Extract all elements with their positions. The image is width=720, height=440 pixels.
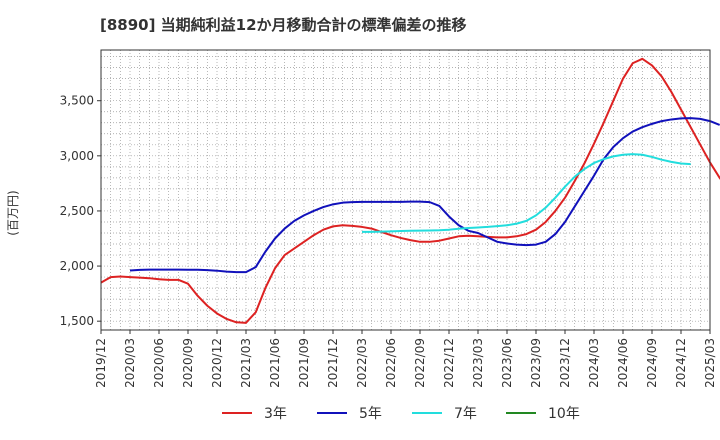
- x-tick-label: 2022/12: [442, 338, 456, 388]
- y-tick-label: 2,000: [60, 259, 94, 273]
- legend: 3年 5年 7年 10年: [222, 406, 580, 422]
- grid: [101, 50, 710, 330]
- x-tick-label: 2021/09: [297, 338, 311, 388]
- x-tick-label: 2024/03: [587, 338, 601, 388]
- x-tick-label: 2023/12: [558, 338, 572, 388]
- x-tick-label: 2020/06: [152, 338, 166, 388]
- x-tick-label: 2022/09: [413, 338, 427, 388]
- x-tick-label: 2023/06: [500, 338, 514, 388]
- y-tick-label: 2,500: [60, 204, 94, 218]
- x-tick-label: 2021/06: [268, 338, 282, 388]
- plot-frame: [100, 49, 711, 331]
- x-tick-label: 2021/12: [326, 338, 340, 388]
- series-line-1: [100, 57, 720, 324]
- y-tick-label: 1,500: [60, 314, 94, 328]
- legend-label-3: 7年: [454, 406, 477, 422]
- series-line-2: [129, 117, 720, 274]
- legend-label-4: 10年: [548, 406, 580, 422]
- y-axis-ticks: 1,500 2,000 2,500 3,000 3,500: [60, 94, 101, 328]
- x-tick-label: 2020/09: [181, 338, 195, 388]
- x-tick-label: 2022/03: [355, 338, 369, 388]
- x-tick-label: 2024/09: [645, 338, 659, 388]
- legend-label-1: 3年: [264, 406, 287, 422]
- series-line-3: [362, 153, 691, 233]
- series-layer: [100, 57, 720, 324]
- legend-label-2: 5年: [359, 406, 382, 422]
- x-tick-label: 2020/12: [210, 338, 224, 388]
- x-tick-label: 2025/03: [703, 338, 717, 388]
- x-tick-label: 2020/03: [123, 338, 137, 388]
- x-tick-label: 2019/12: [94, 338, 108, 388]
- y-axis-label: (百万円): [6, 190, 20, 235]
- x-tick-label: 2024/12: [674, 338, 688, 388]
- chart-title: [8890] 当期純利益12か月移動合計の標準偏差の推移: [100, 16, 467, 34]
- x-tick-label: 2023/09: [529, 338, 543, 388]
- y-tick-label: 3,500: [60, 94, 94, 108]
- x-tick-label: 2021/03: [239, 338, 253, 388]
- x-tick-label: 2024/06: [616, 338, 630, 388]
- x-axis-ticks: 2019/12 2020/03 2020/06 2020/09 2020/12 2021/…: [94, 330, 717, 388]
- x-tick-label: 2023/03: [471, 338, 485, 388]
- y-tick-label: 3,000: [60, 149, 94, 163]
- x-tick-label: 2022/06: [384, 338, 398, 388]
